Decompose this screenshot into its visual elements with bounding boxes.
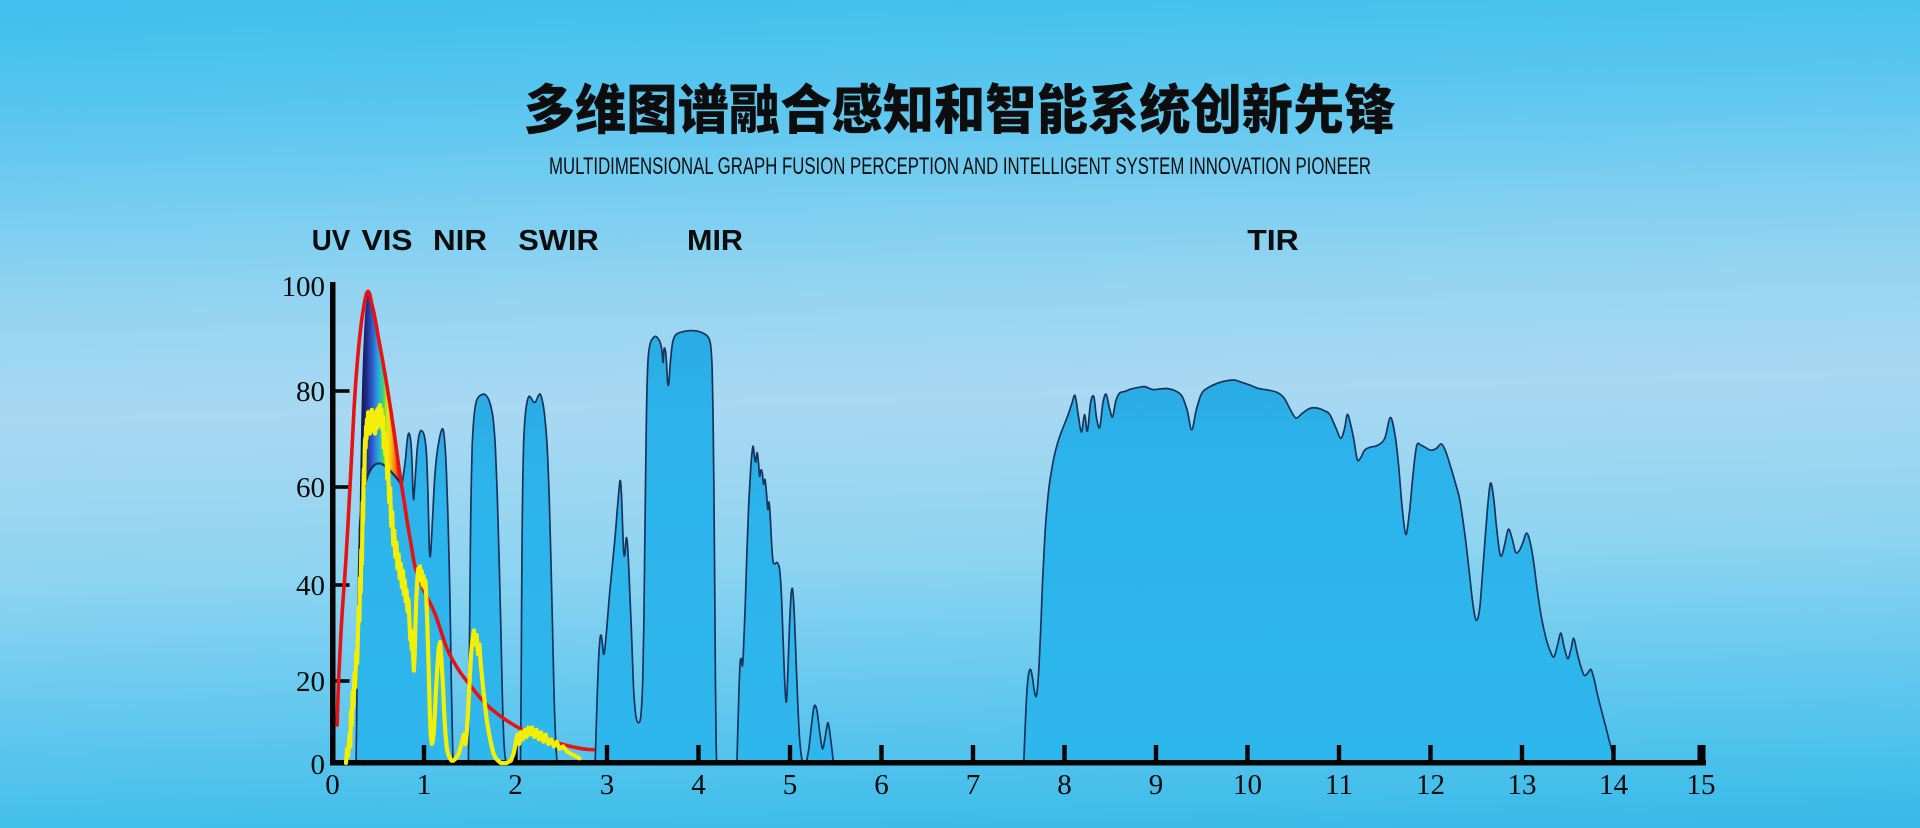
svg-text:SWIR: SWIR (518, 225, 599, 257)
svg-text:20: 20 (296, 666, 325, 698)
svg-text:2: 2 (508, 769, 523, 801)
svg-text:11: 11 (1325, 769, 1353, 801)
svg-text:MIR: MIR (687, 225, 743, 257)
svg-text:9: 9 (1149, 769, 1164, 801)
svg-text:VIS: VIS (362, 225, 413, 257)
svg-text:12: 12 (1416, 769, 1445, 801)
svg-text:7: 7 (966, 769, 981, 801)
svg-text:TIR: TIR (1247, 225, 1299, 257)
svg-text:1: 1 (417, 769, 432, 801)
svg-text:MULTIDIMENSIONAL GRAPH FUSION: MULTIDIMENSIONAL GRAPH FUSION PERCEPTION… (549, 153, 1371, 180)
svg-text:15: 15 (1687, 769, 1716, 801)
svg-text:13: 13 (1508, 769, 1537, 801)
svg-text:10: 10 (1233, 769, 1262, 801)
svg-text:NIR: NIR (433, 225, 487, 257)
svg-text:0: 0 (325, 769, 340, 801)
svg-text:100: 100 (282, 271, 326, 303)
svg-text:80: 80 (296, 376, 325, 408)
svg-text:6: 6 (874, 769, 889, 801)
svg-text:8: 8 (1057, 769, 1072, 801)
svg-text:5: 5 (783, 769, 798, 801)
svg-text:60: 60 (296, 472, 325, 504)
svg-text:4: 4 (691, 769, 706, 801)
svg-text:14: 14 (1599, 769, 1629, 801)
svg-text:UV: UV (312, 225, 351, 257)
svg-text:3: 3 (600, 769, 615, 801)
svg-text:40: 40 (296, 570, 325, 602)
svg-text:0: 0 (311, 749, 326, 781)
